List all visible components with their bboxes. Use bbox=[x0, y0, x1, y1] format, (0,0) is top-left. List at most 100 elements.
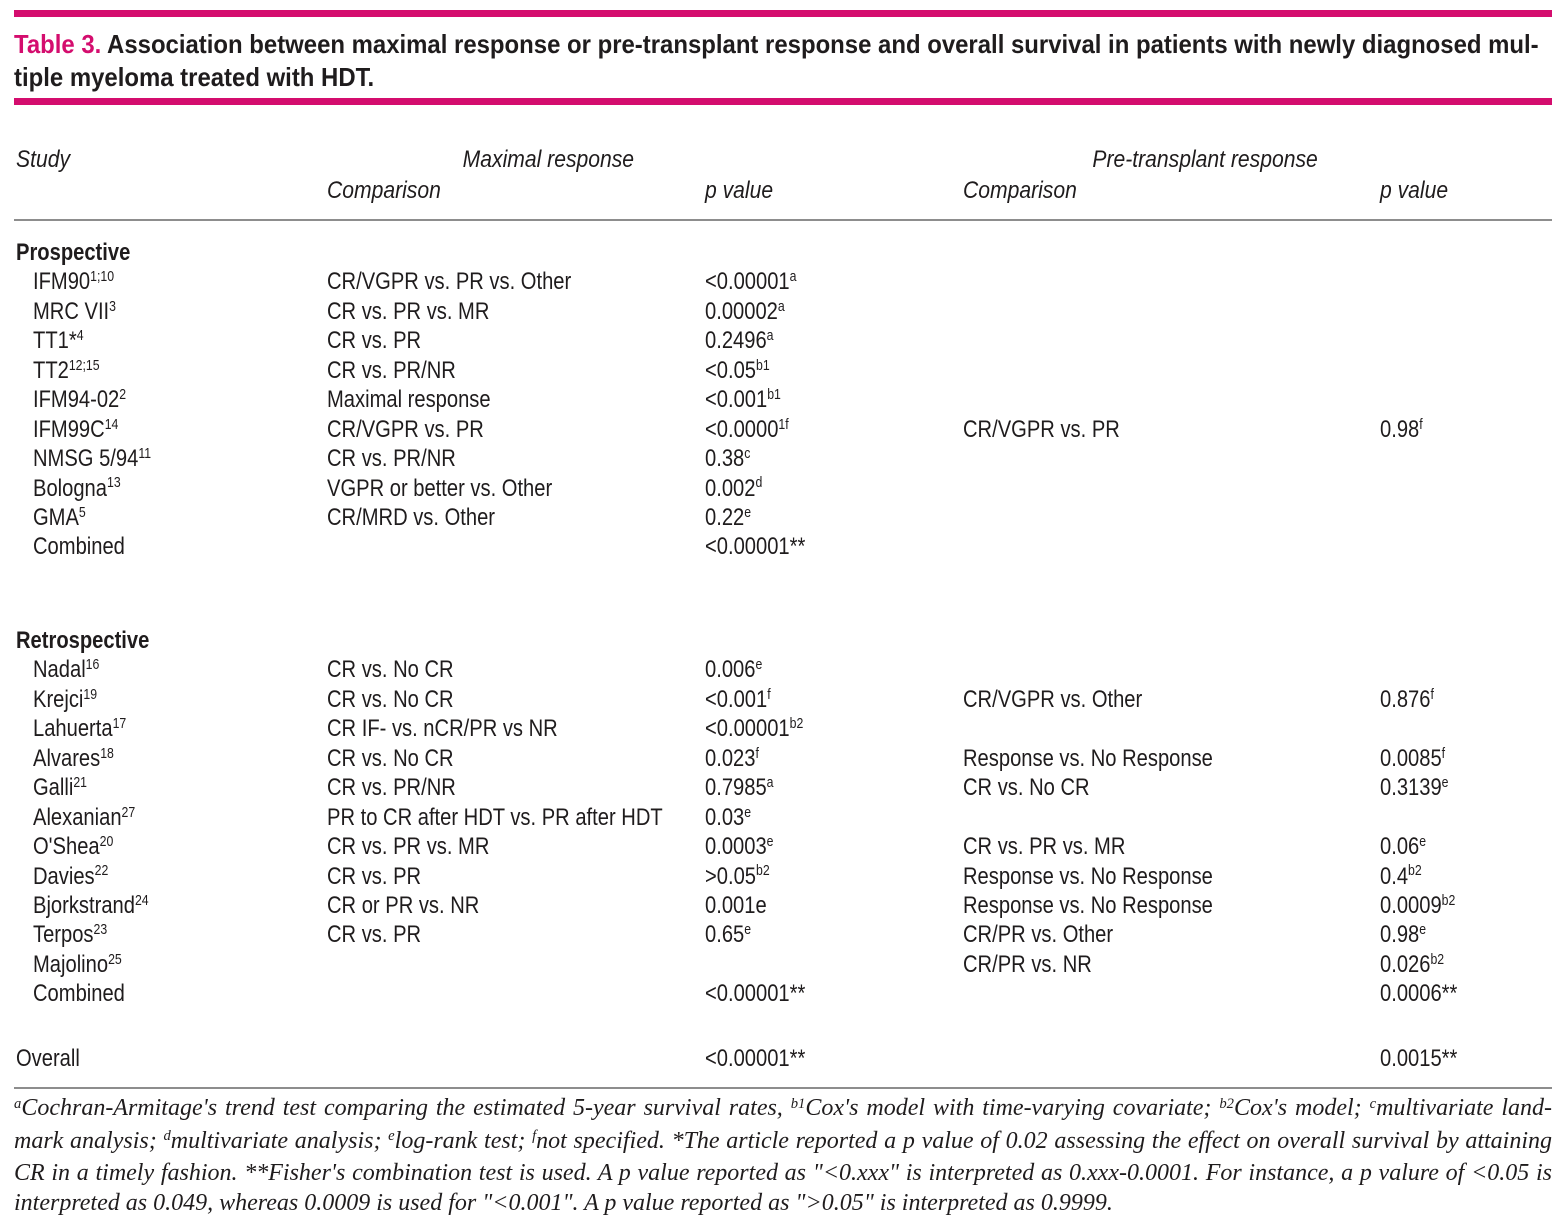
text-run: 0.023 bbox=[705, 744, 756, 772]
text-run: multivariate land-mark analysis; bbox=[14, 1095, 1552, 1154]
superscript: e bbox=[744, 804, 752, 821]
text-run: Cochran-Armitage's trend test comparing … bbox=[21, 1095, 791, 1121]
superscript: 13 bbox=[106, 475, 121, 492]
superscript: a bbox=[766, 328, 774, 345]
text-run: GMA bbox=[33, 503, 79, 531]
max-comparison-cell-text: CR vs. PR vs. MR bbox=[327, 297, 490, 325]
max-pvalue-cell-text: 0.7985a bbox=[705, 773, 773, 806]
pre-comparison-cell-text: Response vs. No Response bbox=[963, 744, 1213, 772]
study-cell: Alvares18 bbox=[33, 744, 129, 777]
max-pvalue-cell-text: <0.05b1 bbox=[705, 356, 770, 389]
column-group-pretransplant-response: Pre-transplant response bbox=[1092, 146, 1319, 173]
table-row: Majolino25 CR/PR vs. NR 0.026b2 bbox=[0, 950, 1566, 979]
max-comparison-cell-text: CR vs. PR bbox=[327, 327, 422, 355]
text-run: 0.7985 bbox=[705, 774, 767, 802]
max-pvalue-cell: 0.00002a bbox=[705, 297, 800, 330]
table-row: Krejci19 CR vs. No CR <0.001f CR/VGPR vs. O… bbox=[0, 685, 1566, 714]
text-run: 0.00002 bbox=[705, 297, 778, 325]
study-cell-text: Bologna13 bbox=[33, 474, 121, 507]
pre-pvalue-cell-text: 0.876f bbox=[1380, 685, 1434, 718]
text-run: 0.98 bbox=[1380, 415, 1420, 443]
max-comparison-cell-text: CR vs. PR/NR bbox=[327, 356, 456, 384]
text-run: TT1* bbox=[33, 327, 77, 355]
text-run: TT2 bbox=[33, 356, 69, 384]
title-accent-rule bbox=[14, 98, 1552, 105]
text-run: 0.2496 bbox=[705, 327, 767, 355]
superscript: b2 bbox=[1219, 1095, 1234, 1112]
study-cell: Majolino25 bbox=[33, 950, 139, 983]
pre-comparison-cell-text: CR/VGPR vs. Other bbox=[963, 685, 1143, 713]
pre-pvalue-cell-text: 0.026b2 bbox=[1380, 950, 1444, 983]
text-run: Bjorkstrand bbox=[33, 891, 135, 919]
text-run: <0.001 bbox=[705, 386, 768, 414]
table-row: Retrospective bbox=[0, 626, 1566, 655]
table-number-label: Table 3. bbox=[14, 29, 102, 59]
table-row: IFM94-022 Maximal response <0.001b1 bbox=[0, 385, 1566, 414]
max-pvalue-cell-text: 0.006e bbox=[705, 655, 762, 688]
study-cell: Krejci19 bbox=[33, 685, 109, 718]
max-pvalue-cell: 0.2496a bbox=[705, 326, 787, 359]
superscript: 1f bbox=[778, 416, 789, 433]
max-comparison-cell-text: CR vs. PR/NR bbox=[327, 445, 456, 473]
text-run: 0.22 bbox=[705, 503, 745, 531]
max-pvalue-cell: <0.00001** bbox=[705, 532, 824, 561]
max-comparison-cell: CR/VGPR vs. PR vs. Other bbox=[327, 267, 618, 296]
text-run: 0.876 bbox=[1380, 685, 1431, 713]
max-comparison-cell: CR vs. PR bbox=[327, 920, 439, 949]
study-cell: Alexanian27 bbox=[33, 803, 155, 836]
superscript: a bbox=[777, 298, 785, 315]
superscript: b2 bbox=[789, 716, 804, 733]
study-cell-text: IFM901;10 bbox=[33, 267, 114, 300]
superscript: e bbox=[1419, 922, 1427, 939]
superscript: f bbox=[755, 745, 759, 762]
max-pvalue-cell: <0.00001b2 bbox=[705, 714, 822, 747]
text-run: >0.05 bbox=[705, 862, 757, 890]
superscript: f bbox=[1430, 686, 1434, 703]
study-cell: O'Shea20 bbox=[33, 832, 129, 865]
pre-pvalue-cell-text: 0.0085f bbox=[1380, 744, 1445, 777]
overall-max-pvalue: <0.00001** bbox=[705, 1044, 824, 1073]
table-row: Terpos23 CR vs. PR 0.65e CR/PR vs. Other 0.9… bbox=[0, 920, 1566, 949]
table-title-line2: tiple myeloma treated with HDT. bbox=[14, 62, 375, 92]
superscript: 11 bbox=[138, 446, 152, 463]
superscript: e bbox=[388, 1128, 395, 1145]
pre-pvalue-cell: 0.3139e bbox=[1380, 773, 1462, 806]
superscript: 14 bbox=[104, 416, 119, 433]
header-rule bbox=[14, 219, 1552, 221]
superscript: e bbox=[744, 922, 752, 939]
table-row: Lahuerta17 CR IF- vs. nCR/PR vs NR <0.0000… bbox=[0, 714, 1566, 743]
text-run: 0.03 bbox=[705, 803, 745, 831]
superscript: c bbox=[1369, 1095, 1377, 1112]
superscript: a bbox=[766, 775, 774, 792]
text-run: Nadal bbox=[33, 656, 86, 684]
table-row: O'Shea20 CR vs. PR vs. MR 0.0003e CR vs. PR… bbox=[0, 832, 1566, 861]
max-pvalue-cell-text: 0.2496a bbox=[705, 326, 773, 359]
max-pvalue-cell: 0.006e bbox=[705, 655, 773, 688]
superscript: 21 bbox=[73, 775, 88, 792]
pre-pvalue-cell: 0.0006** bbox=[1380, 979, 1472, 1008]
table-row: Alvares18 CR vs. No CR 0.023f Response vs. … bbox=[0, 744, 1566, 773]
max-comparison-cell: Maximal response bbox=[327, 385, 522, 414]
max-comparison-cell-text: CR/VGPR vs. PR vs. Other bbox=[327, 268, 572, 296]
max-comparison-cell-text: PR to CR after HDT vs. PR after HDT bbox=[327, 803, 663, 831]
study-cell: Combined bbox=[33, 979, 142, 1008]
text-run: Alvares bbox=[33, 744, 101, 772]
text-run: Combined bbox=[33, 980, 125, 1008]
max-pvalue-cell-text: 0.001e bbox=[705, 891, 767, 920]
pre-pvalue-cell-text: 0.0006** bbox=[1380, 979, 1457, 1008]
study-cell-text: Combined bbox=[33, 532, 125, 561]
pre-comparison-cell-text: CR/PR vs. NR bbox=[963, 950, 1092, 978]
text-run: IFM90 bbox=[33, 268, 91, 296]
section-title: Retrospective bbox=[16, 626, 175, 655]
superscript: b2 bbox=[1441, 892, 1456, 909]
top-accent-rule bbox=[14, 10, 1552, 17]
pre-comparison-cell: Response vs. No Response bbox=[963, 891, 1261, 920]
superscript: 23 bbox=[93, 922, 108, 939]
study-cell-text: Majolino25 bbox=[33, 950, 122, 983]
overall-label: Overall bbox=[16, 1044, 92, 1073]
text-run: Bologna bbox=[33, 474, 107, 502]
text-run: NMSG 5/94 bbox=[33, 445, 139, 473]
text-run: 0.026 bbox=[1380, 950, 1431, 978]
max-comparison-cell: PR to CR after HDT vs. PR after HDT bbox=[327, 803, 727, 832]
